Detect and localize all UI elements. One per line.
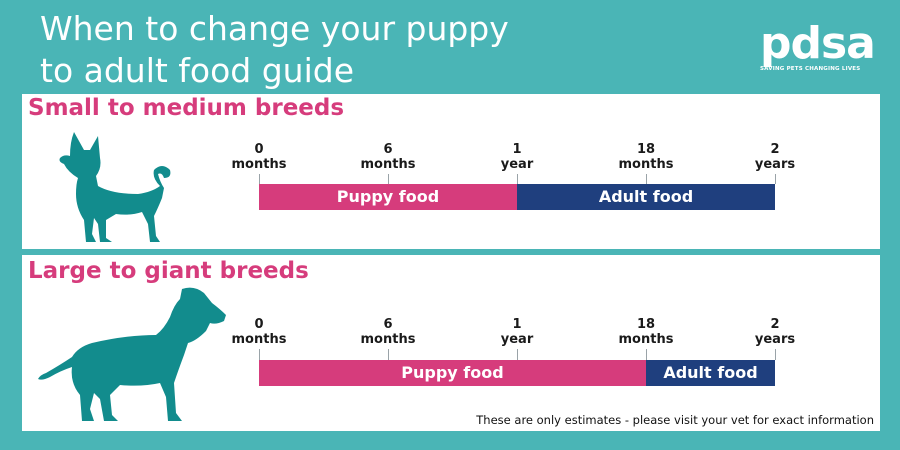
tick-line <box>646 174 647 184</box>
tick-unit: year <box>500 157 534 172</box>
logo-wordmark: pdsa <box>760 18 876 69</box>
adult-food-bar: Adult food <box>646 360 775 386</box>
disclaimer-note: These are only estimates - please visit … <box>476 413 874 427</box>
tick-number: 6 <box>383 142 393 157</box>
small-breeds-panel: Small to medium breeds 0 months 6 months 1 ye… <box>22 94 880 249</box>
tick-line <box>388 349 389 360</box>
tick-number: 0 <box>254 142 264 157</box>
tick-unit: years <box>754 157 796 172</box>
pdsa-logo: pdsa SAVING PETS CHANGING LIVES <box>760 18 880 73</box>
tick-unit: months <box>231 332 287 347</box>
tick-label: 2 years <box>735 142 815 172</box>
tick-number: 2 <box>770 142 780 157</box>
logo-tagline: SAVING PETS CHANGING LIVES <box>760 66 861 72</box>
tick-label: 0 months <box>219 142 299 172</box>
tick-line <box>775 349 776 360</box>
tick-unit: years <box>754 332 796 347</box>
large-breeds-title: Large to giant breeds <box>28 258 309 284</box>
tick-number: 1 <box>512 142 522 157</box>
tick-unit: year <box>500 332 534 347</box>
tick-label: 18 months <box>606 317 686 347</box>
puppy-food-bar: Puppy food <box>259 360 646 386</box>
tick-label: 0 months <box>219 317 299 347</box>
title-line-2: to adult food guide <box>40 51 355 90</box>
tick-line <box>646 349 647 360</box>
tick-unit: months <box>360 332 416 347</box>
tick-number: 0 <box>254 317 264 332</box>
tick-unit: months <box>231 157 287 172</box>
tick-number: 18 <box>636 317 656 332</box>
small-dog-icon <box>59 132 171 242</box>
small-breeds-title: Small to medium breeds <box>28 95 345 121</box>
large-breeds-panel: Large to giant breeds These are only est… <box>22 255 880 431</box>
tick-line <box>775 174 776 184</box>
tick-line <box>259 174 260 184</box>
tick-unit: months <box>360 157 416 172</box>
tick-unit: months <box>618 332 674 347</box>
adult-food-bar: Adult food <box>517 184 775 210</box>
tick-label: 2 years <box>735 317 815 347</box>
page-title: When to change your puppy to adult food … <box>40 8 640 92</box>
tick-number: 2 <box>770 317 780 332</box>
tick-label: 1 year <box>477 142 557 172</box>
tick-label: 1 year <box>477 317 557 347</box>
large-dog-icon <box>38 287 226 421</box>
tick-number: 18 <box>636 142 656 157</box>
tick-line <box>259 349 260 360</box>
tick-number: 6 <box>383 317 393 332</box>
tick-number: 1 <box>512 317 522 332</box>
tick-line <box>388 174 389 184</box>
tick-label: 6 months <box>348 317 428 347</box>
tick-line <box>517 349 518 360</box>
tick-line <box>517 174 518 184</box>
puppy-food-bar: Puppy food <box>259 184 517 210</box>
title-line-1: When to change your puppy <box>40 9 509 48</box>
tick-unit: months <box>618 157 674 172</box>
tick-label: 18 months <box>606 142 686 172</box>
tick-label: 6 months <box>348 142 428 172</box>
